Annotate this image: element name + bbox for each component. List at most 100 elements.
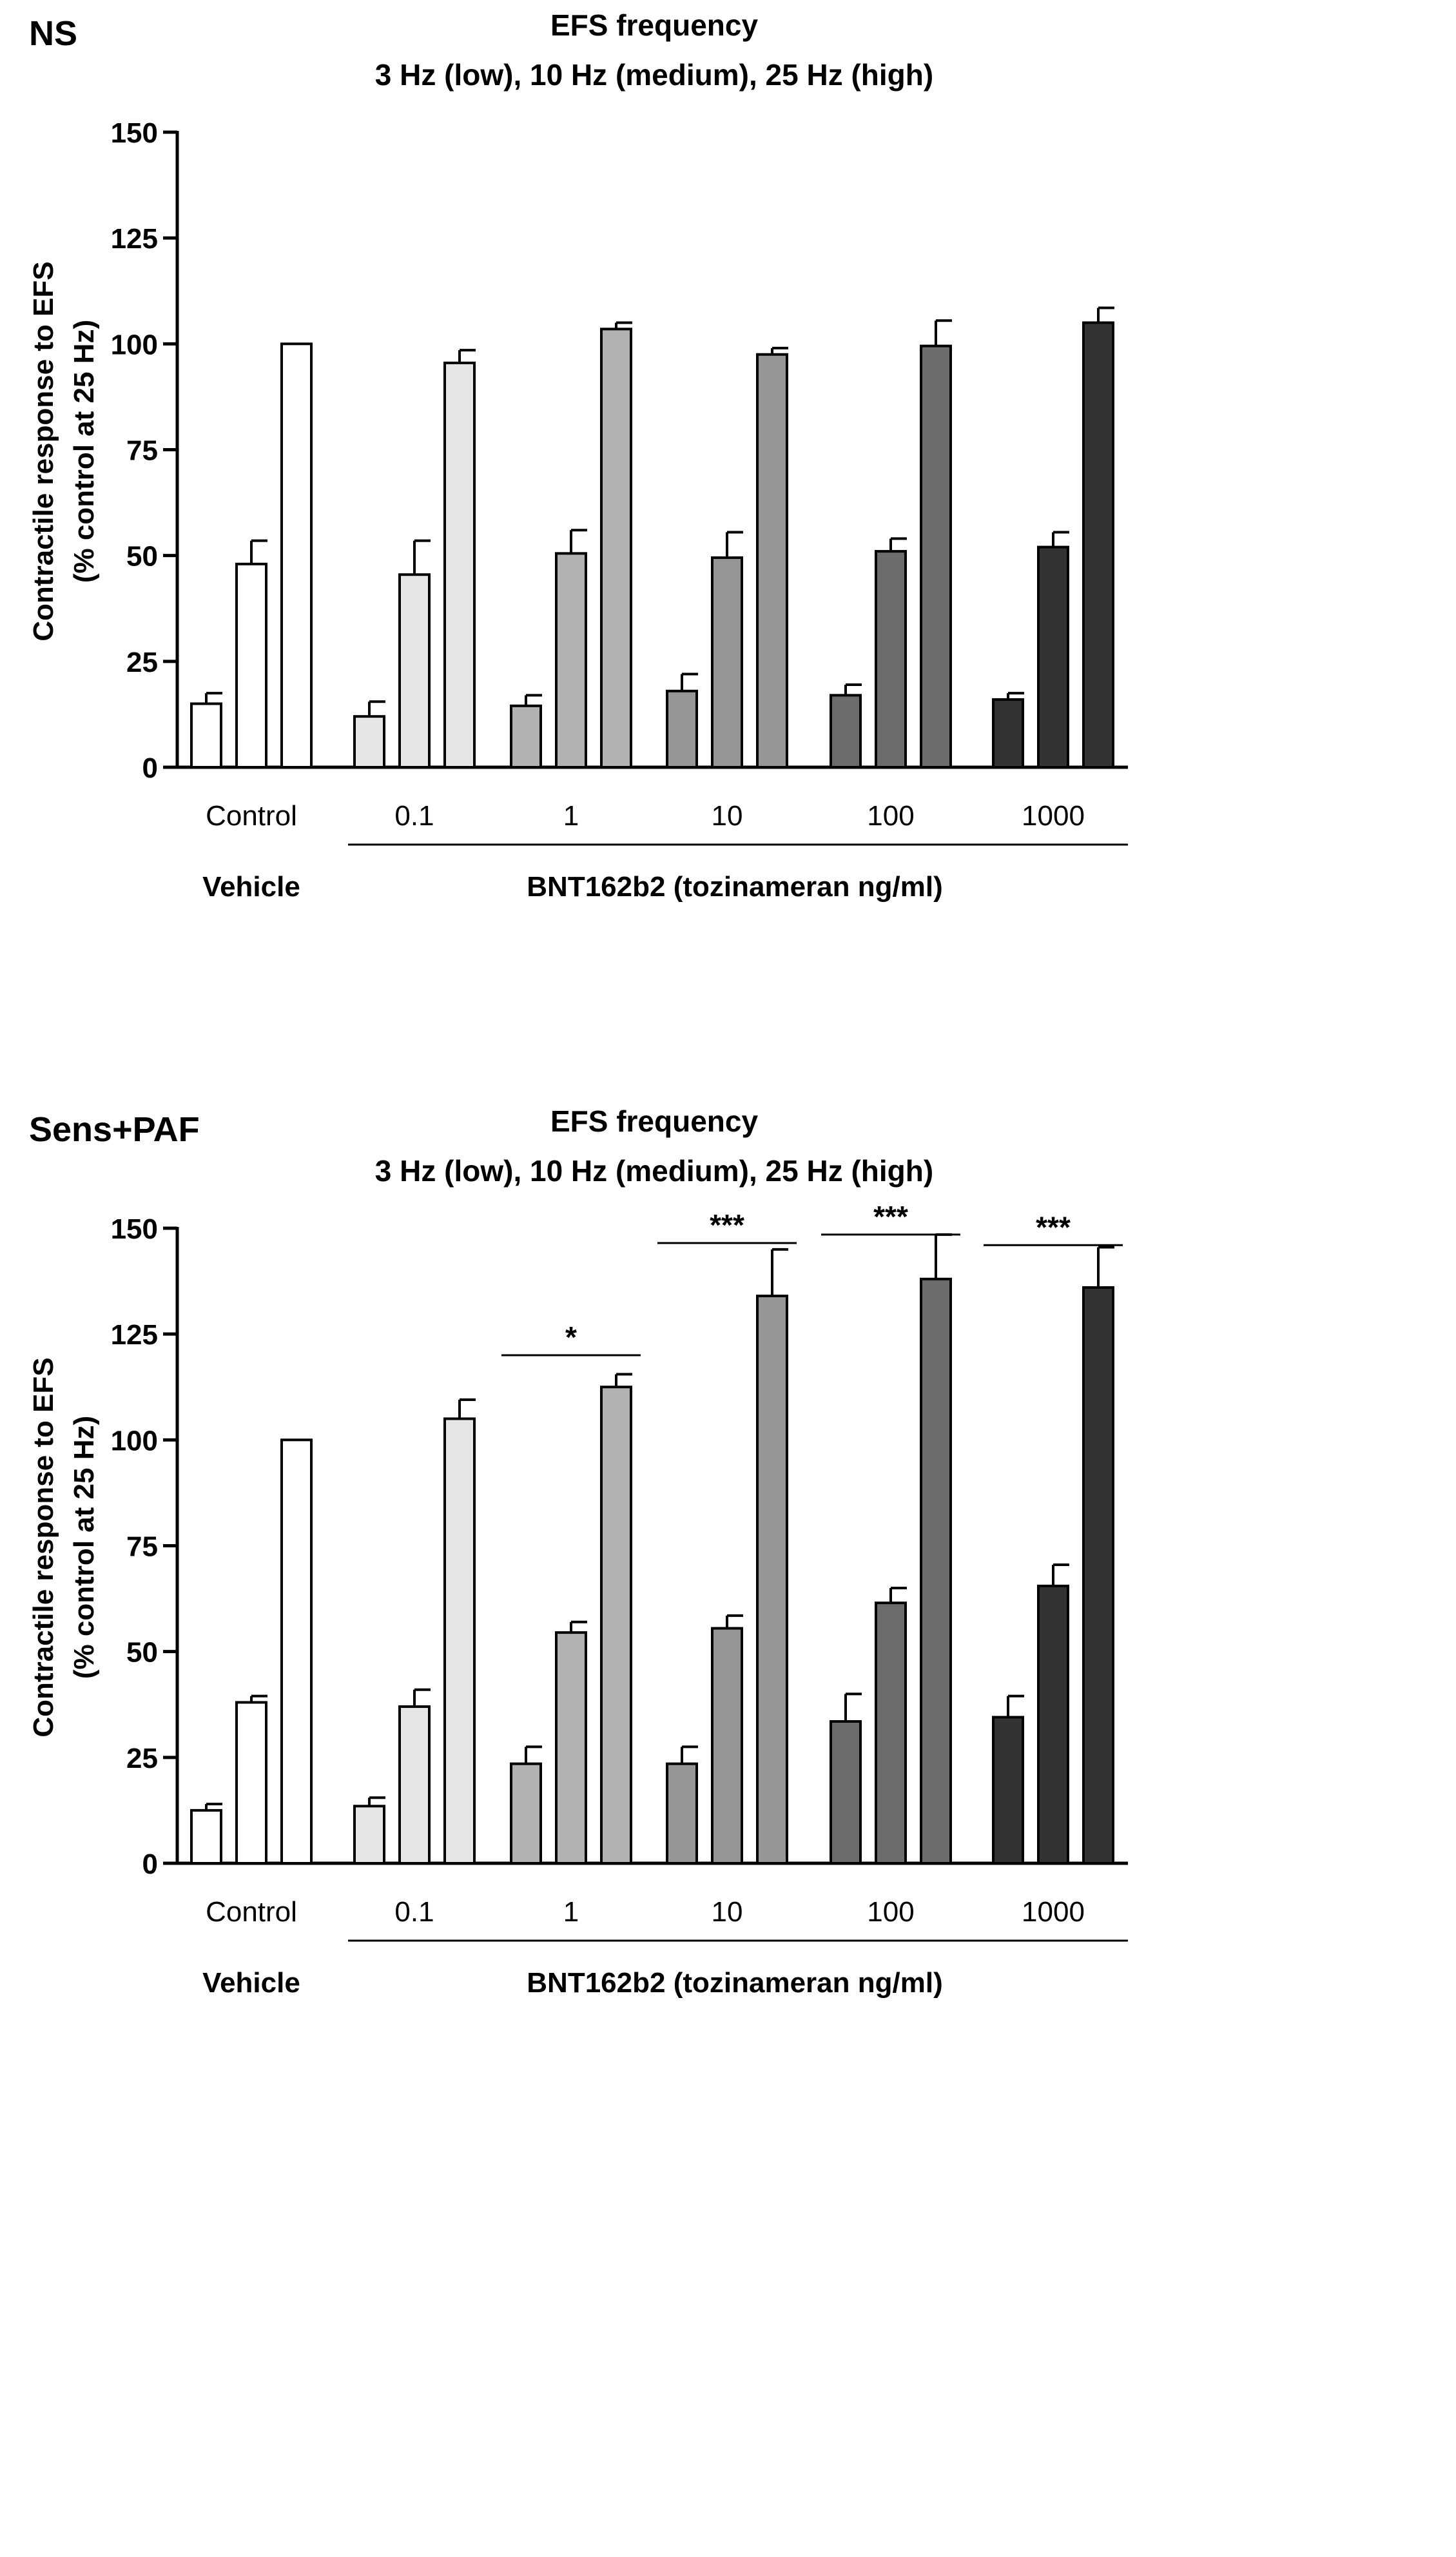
- error-bar: [205, 692, 222, 704]
- bar-Control-10: [235, 1701, 267, 1865]
- error-bar: [1007, 1694, 1024, 1718]
- error-bar: [1007, 692, 1024, 700]
- error-bar: [844, 683, 862, 696]
- bar-0.1-3: [353, 1805, 385, 1865]
- error-bar: [413, 1688, 431, 1707]
- error-bar: [935, 319, 952, 346]
- bar-100-10: [875, 550, 907, 769]
- error-bar: [413, 539, 431, 575]
- y-axis-label-units: (% control at 25 Hz): [68, 1416, 100, 1679]
- bar-1000-3: [992, 1716, 1024, 1865]
- bar-100-10: [875, 1602, 907, 1865]
- bar-0.1-10: [398, 1705, 431, 1865]
- error-bar: [726, 531, 743, 558]
- error-bar: [458, 349, 476, 363]
- error-bar: [935, 1233, 952, 1279]
- y-tick-label: 25: [126, 1743, 158, 1774]
- bar-0.1-3: [353, 715, 385, 769]
- y-tick-label: 50: [126, 541, 158, 573]
- bar-10-10: [711, 1627, 743, 1865]
- x-tick-label: 1: [563, 1896, 579, 1928]
- x-tick-label: Control: [206, 800, 297, 832]
- error-bar: [570, 1620, 587, 1633]
- error-bar: [1097, 306, 1114, 323]
- significance-marker: ***: [873, 1200, 908, 1233]
- error-bar: [771, 346, 788, 355]
- bar-100-3: [830, 694, 862, 769]
- x-tick-label: 1000: [1022, 1896, 1085, 1928]
- x-tick-label: 0.1: [394, 1896, 434, 1928]
- y-axis-label: Contractile response to EFS: [28, 261, 59, 641]
- chart-title: EFS frequency: [550, 1104, 759, 1138]
- error-bar: [844, 1692, 862, 1722]
- error-bar: [205, 1803, 222, 1810]
- y-tick-label: 75: [126, 435, 158, 467]
- error-bar: [889, 1587, 907, 1603]
- y-tick-label: 125: [111, 1319, 158, 1351]
- y-tick-label: 100: [111, 329, 158, 360]
- error-bar: [615, 321, 632, 329]
- y-tick-label: 0: [142, 752, 158, 784]
- error-bar: [525, 694, 542, 706]
- error-bar: [525, 1745, 542, 1764]
- chart-panel-sens-paf: Sens+PAF EFS frequency 3 Hz (low), 10 Hz (…: [28, 1104, 1128, 1999]
- group-label-vehicle: Vehicle: [202, 1967, 300, 1999]
- group-label-treatment: BNT162b2 (tozinameran ng/ml): [527, 1967, 942, 1999]
- error-bar: [771, 1248, 788, 1297]
- x-tick-label: 100: [867, 1896, 914, 1928]
- bar-1-3: [510, 704, 542, 769]
- bar-100-3: [830, 1720, 862, 1865]
- error-bar: [889, 537, 907, 552]
- error-bar: [570, 529, 587, 554]
- error-bar: [681, 672, 698, 691]
- significance-marker: *: [565, 1320, 577, 1354]
- x-tick-label: 1: [563, 800, 579, 832]
- bar-Control-3: [190, 1808, 222, 1865]
- y-tick-label: 25: [126, 647, 158, 678]
- error-bar: [1097, 1246, 1114, 1288]
- y-tick-label: 0: [142, 1848, 158, 1880]
- bar-1-10: [555, 552, 587, 769]
- x-tick-label: 10: [712, 1896, 743, 1928]
- significance-marker: ***: [1036, 1210, 1071, 1244]
- panel-label: NS: [29, 14, 77, 53]
- error-bar: [250, 539, 267, 564]
- bar-1-25: [600, 328, 632, 769]
- significance-marker: ***: [710, 1208, 744, 1242]
- error-bar: [368, 700, 385, 717]
- x-tick-label: Control: [206, 1896, 297, 1928]
- bar-1-10: [555, 1631, 587, 1865]
- chart-panel-ns: NS EFS frequency 3 Hz (low), 10 Hz (medium…: [28, 8, 1128, 903]
- y-tick-label: 150: [111, 1213, 158, 1245]
- bar-0.1-25: [443, 1417, 476, 1865]
- bar-1000-3: [992, 698, 1024, 769]
- bar-10-25: [756, 353, 788, 769]
- bar-1000-25: [1082, 1286, 1114, 1865]
- error-bar: [1052, 1563, 1069, 1586]
- bar-0.1-10: [398, 573, 431, 769]
- bar-Control-10: [235, 562, 267, 769]
- error-bar: [681, 1745, 698, 1764]
- chart-title: EFS frequency: [550, 8, 759, 42]
- error-bar: [1052, 531, 1069, 547]
- bar-Control-3: [190, 702, 222, 769]
- bar-0.1-25: [443, 361, 476, 769]
- error-bar: [726, 1614, 743, 1629]
- bar-10-25: [756, 1295, 788, 1865]
- bar-1-25: [600, 1386, 632, 1865]
- panel-label: Sens+PAF: [29, 1110, 200, 1149]
- y-tick-label: 100: [111, 1425, 158, 1456]
- bar-10-3: [666, 1762, 698, 1865]
- y-axis-label-units: (% control at 25 Hz): [68, 320, 100, 583]
- group-label-vehicle: Vehicle: [202, 871, 300, 903]
- error-bar: [250, 1694, 267, 1703]
- x-tick-label: 100: [867, 800, 914, 832]
- y-tick-label: 150: [111, 117, 158, 149]
- chart-subtitle: 3 Hz (low), 10 Hz (medium), 25 Hz (high): [375, 58, 933, 92]
- x-tick-label: 1000: [1022, 800, 1085, 832]
- error-bar: [615, 1373, 632, 1387]
- group-label-treatment: BNT162b2 (tozinameran ng/ml): [527, 871, 942, 903]
- y-tick-label: 75: [126, 1531, 158, 1563]
- bar-1000-25: [1082, 321, 1114, 769]
